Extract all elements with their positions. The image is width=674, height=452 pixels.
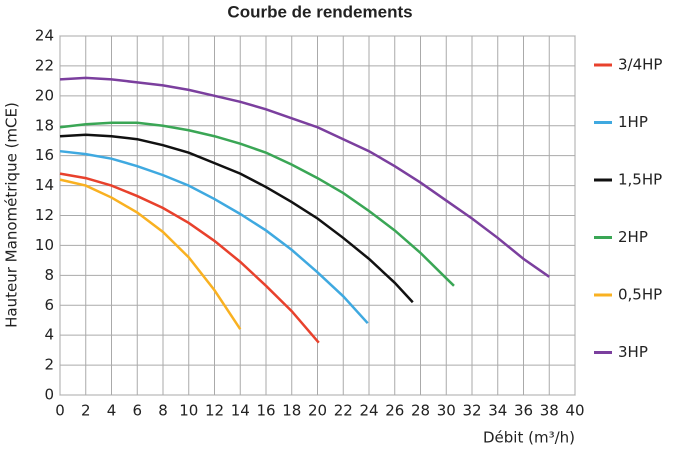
x-tick-label: 16 (256, 402, 275, 420)
x-tick-label: 30 (437, 402, 456, 420)
y-tick-label: 4 (44, 326, 54, 344)
x-tick-label: 18 (282, 402, 301, 420)
y-tick-label: 0 (44, 386, 54, 404)
y-axis-label: Hauteur Manométrique (mCE) (3, 102, 21, 328)
chart-title: Courbe de rendements (227, 2, 412, 21)
x-axis-label: Débit (m³/h) (483, 429, 575, 447)
x-tick-label: 6 (132, 402, 142, 420)
x-tick-label: 24 (359, 402, 378, 420)
x-tick-label: 28 (411, 402, 430, 420)
x-tick-label: 32 (462, 402, 481, 420)
y-tick-label: 24 (35, 27, 54, 45)
series-line (59, 172, 320, 344)
series-line (59, 121, 455, 287)
legend-label: 3/4HP (618, 56, 662, 74)
legend-label: 0,5HP (618, 286, 662, 304)
y-tick-label: 22 (35, 56, 54, 74)
x-tick-label: 26 (385, 402, 404, 420)
x-tick-label: 0 (55, 402, 65, 420)
y-tick-label: 16 (35, 146, 54, 164)
x-tick-label: 10 (179, 402, 198, 420)
x-tick-label: 34 (488, 402, 507, 420)
series-line (59, 149, 369, 325)
series-line (59, 76, 550, 278)
y-tick-label: 14 (35, 176, 54, 194)
legend-label: 1HP (618, 113, 648, 131)
x-tick-label: 20 (308, 402, 327, 420)
series-line (59, 178, 242, 330)
x-tick-label: 38 (540, 402, 559, 420)
y-tick-label: 18 (35, 116, 54, 134)
legend-label: 1,5HP (618, 171, 662, 189)
x-tick-label: 2 (81, 402, 91, 420)
y-tick-label: 6 (44, 296, 54, 314)
x-tick-label: 12 (205, 402, 224, 420)
y-tick-label: 2 (44, 356, 54, 374)
series-line (59, 133, 414, 304)
y-tick-label: 12 (35, 206, 54, 224)
y-tick-label: 8 (44, 266, 54, 284)
x-tick-label: 14 (231, 402, 250, 420)
x-tick-label: 40 (565, 402, 584, 420)
legend-label: 3HP (618, 343, 648, 361)
x-tick-label: 22 (334, 402, 353, 420)
x-tick-label: 8 (158, 402, 168, 420)
legend-label: 2HP (618, 228, 648, 246)
y-tick-label: 10 (35, 236, 54, 254)
y-tick-label: 20 (35, 86, 54, 104)
x-tick-label: 4 (107, 402, 117, 420)
x-tick-label: 36 (514, 402, 533, 420)
